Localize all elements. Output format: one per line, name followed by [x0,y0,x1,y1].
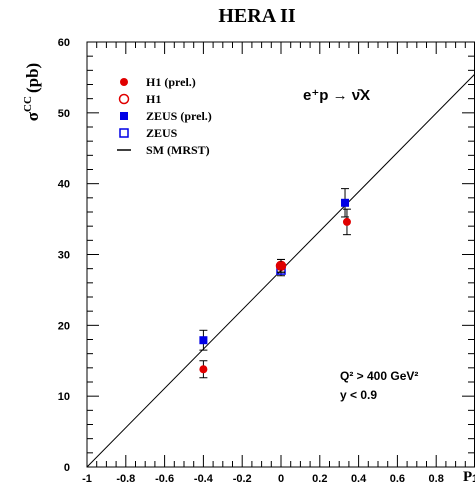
x-tick-label: 0 [278,473,284,485]
legend-label: ZEUS (prel.) [146,109,212,123]
axis-ticks [86,41,475,468]
legend: H1 (prel.) H1 ZEUS (prel.) ZEUS SM (MRST) [117,75,212,157]
data-point [342,208,351,236]
x-tick-label: -0.2 [233,473,252,485]
x-tick-label: 0.8 [429,473,444,485]
y-tick-label: 60 [58,37,70,49]
y-axis-label-symbol: σ [23,111,42,121]
marker-filled-square [120,112,128,120]
data-point [341,188,350,218]
marker-filled-circle [120,78,128,86]
legend-entry: H1 (prel.) [120,75,196,89]
x-tick-label: 0.6 [390,473,405,485]
data-points [199,188,351,379]
marker-filled-square [199,336,208,345]
y-tick-label: 30 [58,250,70,262]
data-point [199,360,208,379]
x-tick-label: -0.6 [155,473,174,485]
process-annotation: e⁺p → ν̄X [303,87,370,104]
x-tick-label: -0.4 [194,473,214,485]
y-tick-label: 50 [58,108,70,120]
q2-cut-annotation: Q² > 400 GeV² [340,369,418,383]
x-tick-label: 0.4 [351,473,367,485]
chart-title: HERA II [218,5,295,27]
y-tick-label: 0 [64,462,70,474]
marker-open-square [119,128,129,138]
x-tick-label: 1 [472,473,475,485]
legend-entry: ZEUS [119,126,178,140]
y-axis-label: σCC (pb) [22,63,42,121]
x-tick-label: -0.8 [116,473,135,485]
data-point [199,329,208,351]
data-point [277,258,285,273]
y-tick-label: 40 [58,179,70,191]
svg-text:σCC(pb): σCC (pb) [22,63,42,121]
y-tick-label: 10 [58,391,70,403]
marker-filled-square [341,198,350,207]
x-axis-label: P [463,469,472,485]
x-tick-label: 0.2 [312,473,327,485]
axis-tick-labels: -1-0.8-0.6-0.4-0.200.20.40.60.8101020304… [58,37,475,485]
legend-label: ZEUS [146,126,178,140]
marker-filled-circle [199,365,208,374]
legend-entry: H1 [118,92,161,106]
legend-entry: ZEUS (prel.) [120,109,212,123]
marker-filled-circle [277,261,285,270]
y-axis-label-unit: (pb) [23,63,42,93]
legend-label: H1 (prel.) [146,75,196,89]
legend-entry: SM (MRST) [117,143,210,157]
y-cut-annotation: y < 0.9 [340,388,377,402]
y-axis-label-superscript: CC [22,96,34,112]
marker-filled-circle [342,217,351,226]
legend-label: SM (MRST) [146,143,210,157]
marker-open-circle [118,93,130,105]
legend-label: H1 [146,92,161,106]
x-tick-label: -1 [82,473,92,485]
y-tick-label: 20 [58,320,70,332]
